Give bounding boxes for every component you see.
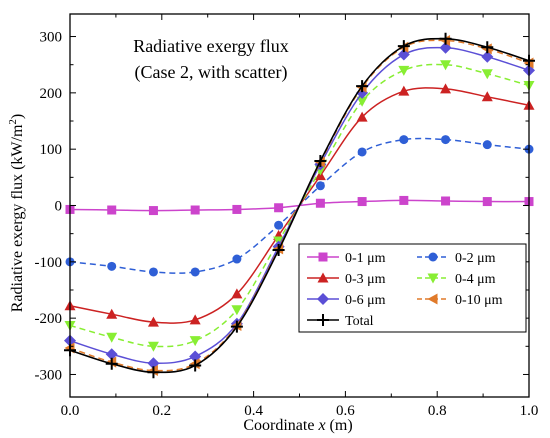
y-tick-label: 0 bbox=[55, 199, 63, 215]
legend-label: 0-1 μm bbox=[345, 251, 386, 266]
data-point bbox=[189, 314, 201, 325]
data-point bbox=[105, 357, 118, 370]
legend-label: 0-4 μm bbox=[455, 272, 496, 287]
data-point bbox=[147, 316, 159, 327]
data-point bbox=[232, 204, 242, 214]
legend-item: Total bbox=[307, 314, 374, 329]
data-point bbox=[190, 205, 200, 215]
data-point bbox=[481, 50, 494, 63]
legend-label: 0-10 μm bbox=[455, 293, 503, 308]
legend-marker bbox=[317, 314, 329, 326]
legend-label: 0-2 μm bbox=[455, 251, 496, 266]
title-line-2: (Case 2, with scatter) bbox=[135, 62, 288, 83]
legend-marker bbox=[318, 252, 328, 262]
legend-marker bbox=[428, 252, 438, 262]
data-point bbox=[272, 243, 285, 256]
data-point bbox=[148, 206, 158, 216]
data-point bbox=[232, 254, 242, 264]
legend-item: 0-2 μm bbox=[417, 251, 496, 266]
data-point bbox=[189, 336, 201, 347]
legend-item: 0-6 μm bbox=[307, 293, 386, 308]
y-tick-label: -300 bbox=[35, 367, 63, 383]
data-point bbox=[440, 83, 452, 94]
y-axis-title: Radiative exergy flux (kW/m2) bbox=[7, 114, 26, 312]
data-point bbox=[441, 196, 451, 206]
legend-label: 0-3 μm bbox=[345, 272, 386, 287]
legend: 0-1 μm 0-2 μm 0-3 μm 0-4 μm 0-6 μm 0-10 μm Tot… bbox=[298, 243, 527, 333]
data-point bbox=[107, 261, 117, 271]
legend-marker bbox=[317, 272, 329, 283]
data-point bbox=[314, 155, 327, 168]
data-point bbox=[482, 140, 492, 150]
data-point bbox=[315, 181, 325, 191]
data-point bbox=[482, 197, 492, 207]
data-point bbox=[481, 69, 493, 80]
legend-item: 0-1 μm bbox=[307, 251, 386, 266]
data-point bbox=[106, 332, 118, 343]
data-point bbox=[231, 305, 243, 316]
data-point bbox=[441, 135, 451, 145]
data-point bbox=[147, 366, 160, 379]
chart-title: Radiative exergy flux (Case 2, with scat… bbox=[133, 36, 289, 83]
legend-marker bbox=[427, 293, 438, 305]
title-line-1: Radiative exergy flux bbox=[133, 36, 289, 56]
x-tick-label: 0.0 bbox=[61, 403, 80, 419]
y-tick-label: -100 bbox=[35, 255, 63, 271]
x-tick-label: 0.4 bbox=[244, 403, 263, 419]
y-tick-label: 300 bbox=[40, 30, 63, 46]
data-point bbox=[399, 195, 409, 205]
x-axis-title: Coordinate x (m) bbox=[243, 417, 352, 434]
data-point bbox=[399, 135, 409, 145]
data-point bbox=[274, 203, 284, 213]
data-point bbox=[106, 308, 118, 319]
data-point bbox=[397, 40, 410, 53]
data-point bbox=[231, 288, 243, 299]
data-point bbox=[190, 267, 200, 277]
data-point bbox=[398, 65, 410, 76]
x-tick-label: 0.2 bbox=[152, 403, 171, 419]
data-point bbox=[481, 91, 493, 102]
legend-label: 0-6 μm bbox=[345, 293, 386, 308]
data-point bbox=[274, 220, 284, 230]
data-point bbox=[398, 85, 410, 96]
data-point bbox=[315, 198, 325, 208]
legend-label: Total bbox=[345, 314, 374, 329]
x-tick-label: 0.6 bbox=[336, 403, 355, 419]
y-tick-label: 100 bbox=[40, 142, 63, 158]
legend-marker bbox=[317, 293, 329, 305]
data-point bbox=[147, 341, 159, 352]
data-point bbox=[439, 32, 452, 45]
data-point bbox=[107, 205, 117, 215]
legend-marker bbox=[427, 273, 439, 284]
data-point bbox=[357, 147, 367, 157]
data-point bbox=[356, 80, 369, 93]
data-point bbox=[148, 267, 158, 277]
data-point bbox=[356, 96, 368, 107]
data-point bbox=[357, 197, 367, 207]
x-tick-label: 1.0 bbox=[520, 403, 539, 419]
y-tick-label: -200 bbox=[35, 311, 63, 327]
y-tick-label: 200 bbox=[40, 86, 63, 102]
data-point bbox=[356, 111, 368, 122]
legend-item: 0-3 μm bbox=[307, 272, 386, 287]
data-point bbox=[189, 359, 202, 372]
x-tick-label: 0.8 bbox=[428, 403, 447, 419]
data-point bbox=[440, 60, 452, 71]
data-point bbox=[481, 41, 494, 54]
legend-box bbox=[298, 243, 527, 333]
legend-item: 0-4 μm bbox=[417, 272, 496, 287]
legend-item: 0-10 μm bbox=[417, 293, 503, 308]
data-point bbox=[230, 320, 243, 333]
data-point bbox=[105, 348, 118, 361]
